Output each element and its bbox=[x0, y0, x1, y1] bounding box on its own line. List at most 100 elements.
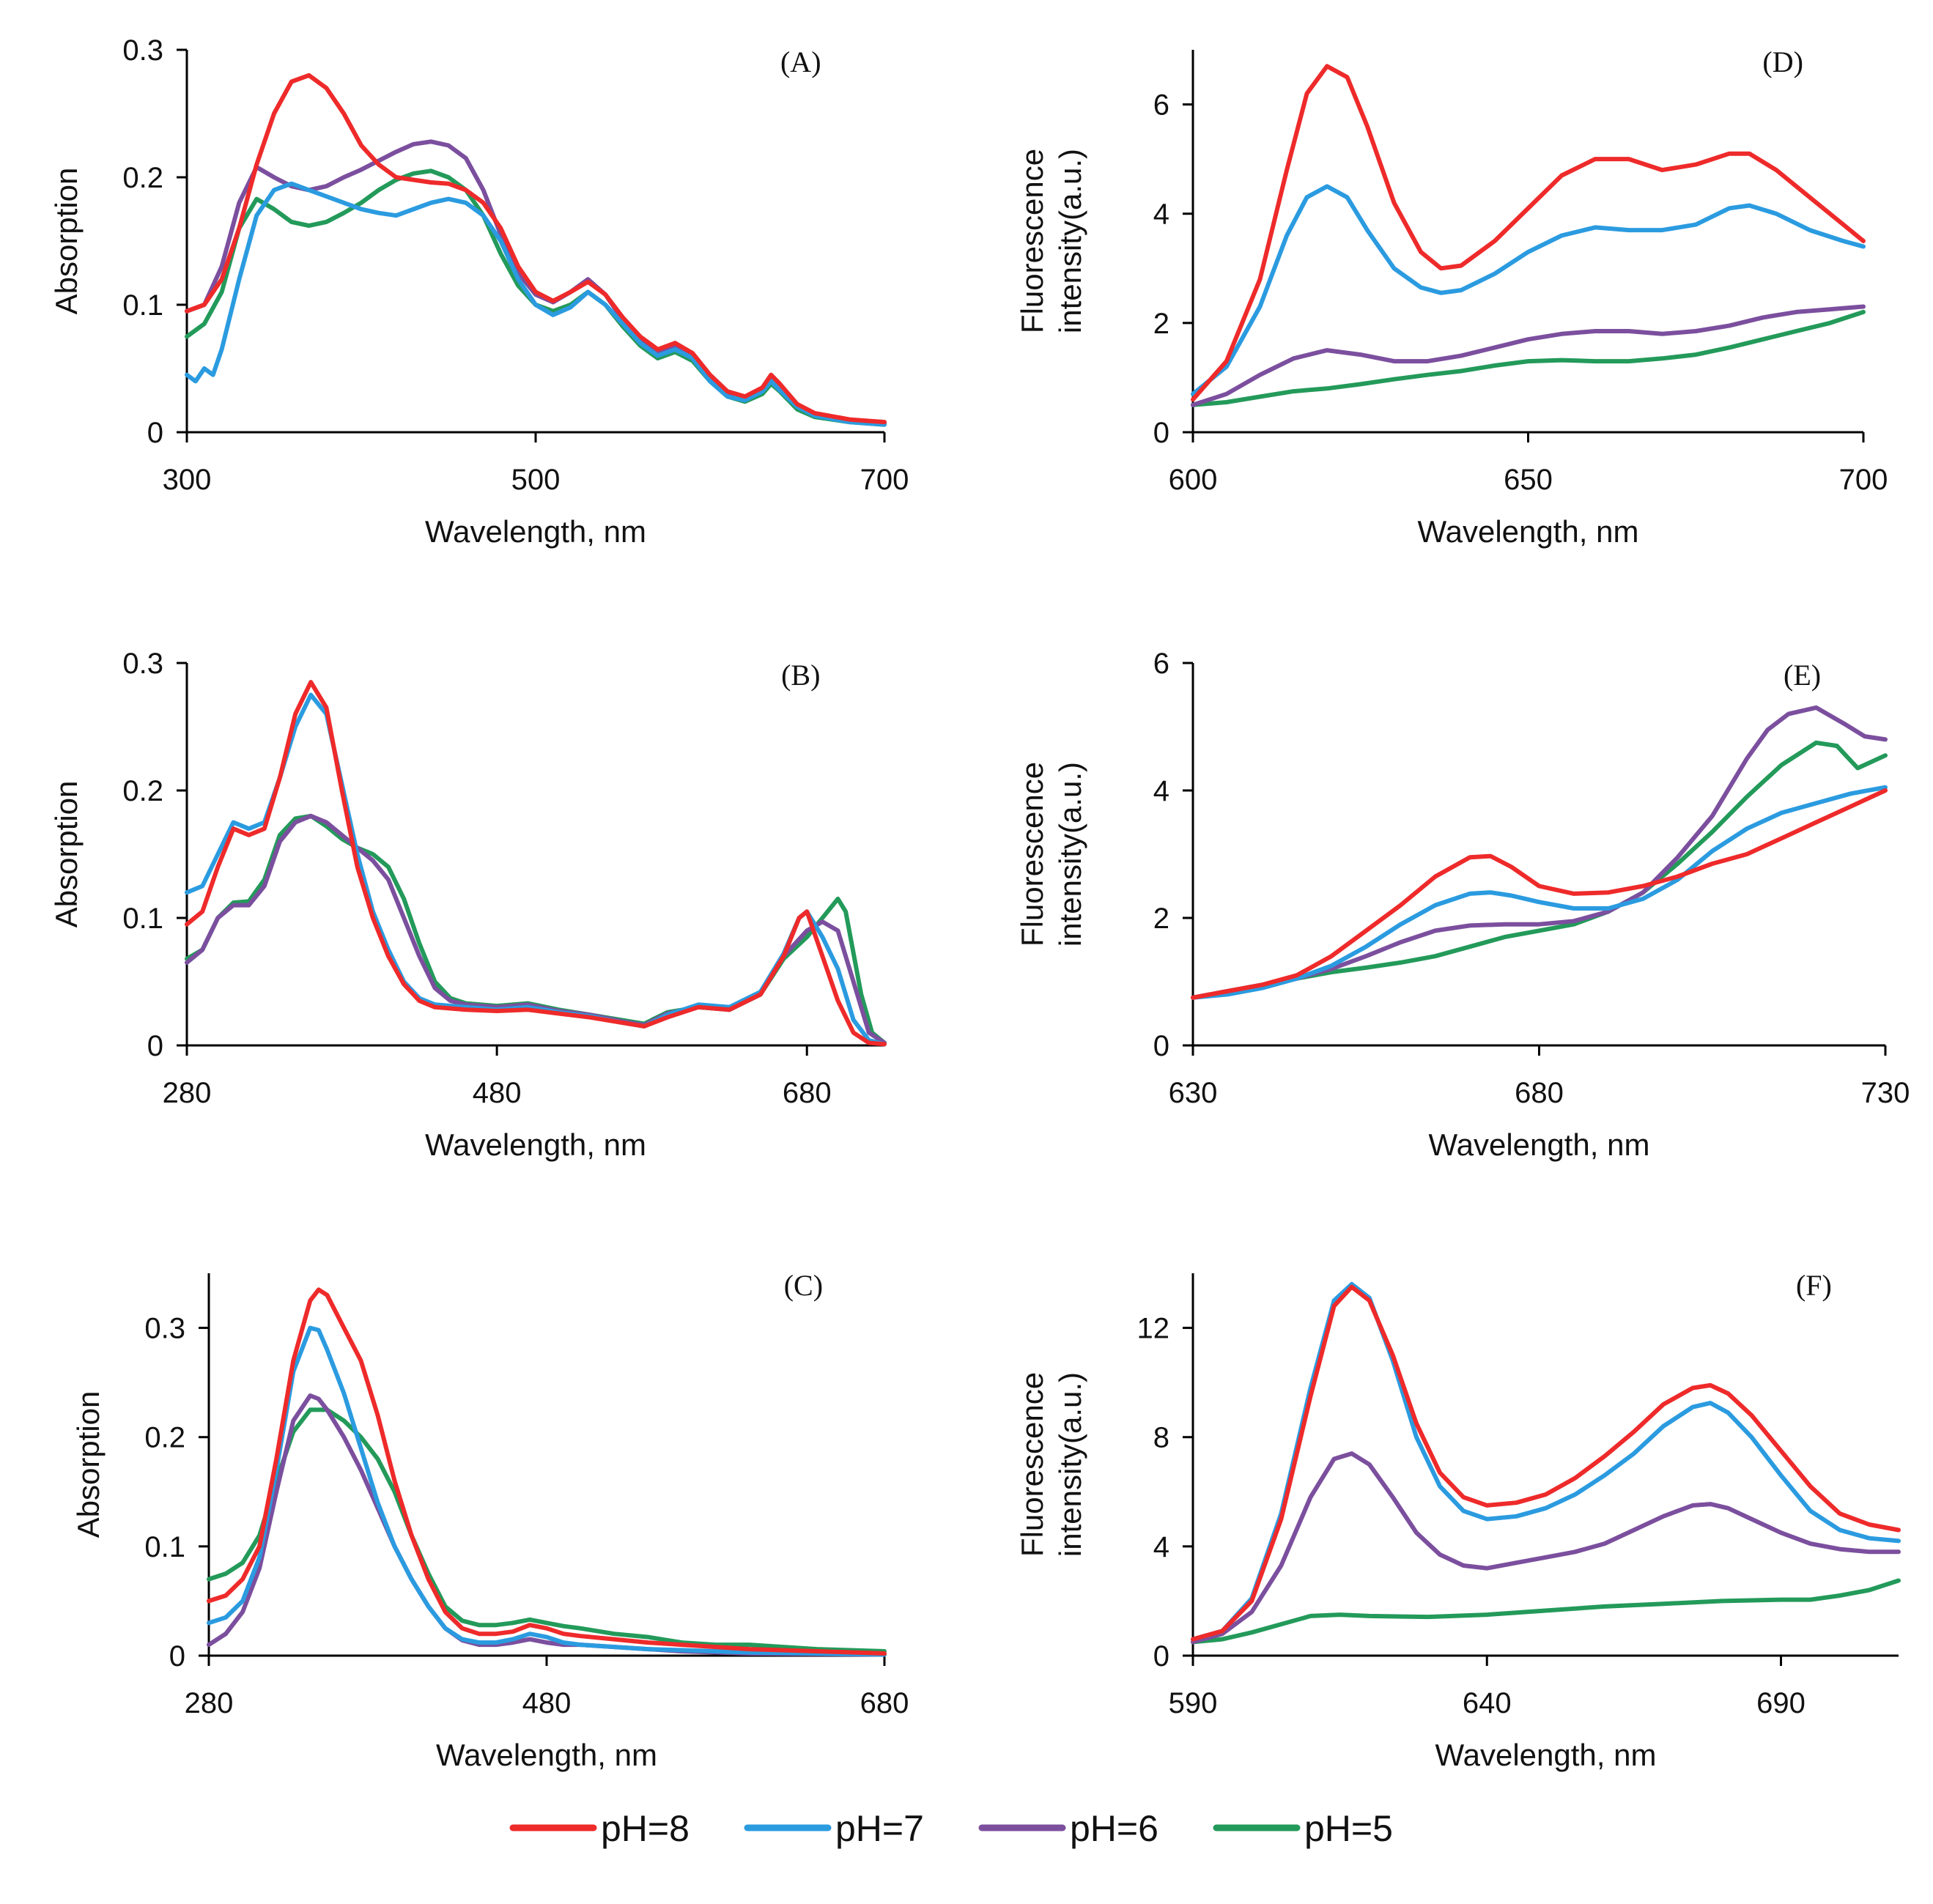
x-tick-label: 650 bbox=[1504, 464, 1553, 496]
x-tick-label: 630 bbox=[1169, 1077, 1218, 1109]
x-tick-label: 730 bbox=[1861, 1077, 1910, 1109]
x-tick-label: 700 bbox=[860, 464, 909, 496]
series-line-ph-6 bbox=[1191, 1451, 1901, 1645]
legend-item: pH=6 bbox=[978, 1808, 1158, 1849]
panel-label: (B) bbox=[781, 659, 820, 692]
panel-label: (F) bbox=[1796, 1269, 1832, 1302]
panel-label: (E) bbox=[1784, 659, 1821, 692]
series-line-ph-8 bbox=[1191, 64, 1866, 402]
y-axis-title: Absorption bbox=[49, 781, 84, 928]
x-tick-label: 280 bbox=[163, 1077, 212, 1109]
x-axis-title: Wavelength, nm bbox=[1418, 514, 1639, 549]
x-axis-title: Wavelength, nm bbox=[1435, 1738, 1657, 1772]
y-axis-title: Fluorescence intensity(a.u.) bbox=[1015, 149, 1087, 333]
series-line-ph-7 bbox=[185, 181, 887, 427]
y-tick-label: 4 bbox=[1153, 199, 1169, 231]
y-axis-title-line: intensity(a.u.) bbox=[1053, 762, 1087, 947]
y-tick-label: 0.3 bbox=[122, 34, 163, 67]
y-tick-label: 6 bbox=[1153, 648, 1169, 680]
y-axis-title: Fluorescence intensity(a.u.) bbox=[1015, 762, 1087, 947]
y-tick-label: 0.1 bbox=[122, 289, 163, 322]
plot-area: 0 0.1 0.2 0.3 280 480 680 bbox=[122, 648, 887, 1109]
series-line-ph-8 bbox=[185, 73, 887, 425]
y-axis-title-line: Absorption bbox=[71, 1391, 106, 1538]
x-tick-label: 300 bbox=[163, 464, 212, 496]
x-tick-label: 690 bbox=[1756, 1687, 1806, 1719]
plot-area: 0 4 8 12 590 640 690 bbox=[1137, 1273, 1901, 1719]
x-tick-label: 480 bbox=[522, 1687, 572, 1719]
x-tick-label: 590 bbox=[1169, 1687, 1218, 1719]
panel-c: (C) Absorption Wavelength, nm 0 0.1 0.2 0.3… bbox=[71, 1269, 909, 1772]
legend-label: pH=5 bbox=[1304, 1808, 1393, 1849]
y-tick-label: 0.1 bbox=[122, 903, 163, 935]
series-line-ph-8 bbox=[185, 680, 887, 1047]
y-tick-label: 0.1 bbox=[144, 1531, 185, 1563]
y-axis-title-line: intensity(a.u.) bbox=[1053, 149, 1087, 333]
y-axis-title: Absorption bbox=[71, 1391, 106, 1538]
y-tick-label: 0 bbox=[1153, 417, 1169, 449]
legend-label: pH=8 bbox=[601, 1808, 690, 1849]
series-line-ph-8 bbox=[1191, 788, 1888, 1000]
y-tick-label: 0.3 bbox=[144, 1313, 185, 1345]
panel-e: (E) Fluorescence intensity(a.u.) Wavelen… bbox=[1015, 648, 1910, 1162]
y-axis-title-line: intensity(a.u.) bbox=[1053, 1372, 1087, 1557]
y-axis-title-line: Fluorescence bbox=[1015, 1372, 1049, 1557]
y-tick-label: 0 bbox=[169, 1640, 185, 1673]
y-tick-label: 0 bbox=[1153, 1030, 1169, 1062]
legend-label: pH=7 bbox=[835, 1808, 924, 1849]
y-axis-title: Absorption bbox=[49, 168, 84, 315]
y-tick-label: 4 bbox=[1153, 775, 1169, 807]
y-axis-title-line: Absorption bbox=[49, 781, 84, 928]
x-tick-label: 500 bbox=[511, 464, 561, 496]
y-tick-label: 8 bbox=[1153, 1422, 1169, 1454]
y-tick-label: 0 bbox=[147, 417, 163, 449]
y-axis-title-line: Fluorescence bbox=[1015, 149, 1049, 333]
x-tick-label: 600 bbox=[1169, 464, 1218, 496]
y-tick-label: 6 bbox=[1153, 89, 1169, 122]
panel-label: (A) bbox=[780, 45, 821, 78]
panel-label: (C) bbox=[784, 1269, 823, 1302]
x-axis-title: Wavelength, nm bbox=[425, 1127, 646, 1162]
x-tick-label: 640 bbox=[1463, 1687, 1512, 1719]
series-line-ph-6 bbox=[1191, 304, 1866, 407]
legend-item: pH=5 bbox=[1213, 1808, 1393, 1849]
series-line-ph-7 bbox=[1191, 785, 1888, 1000]
y-tick-label: 2 bbox=[1153, 903, 1169, 935]
y-axis-title-line: Absorption bbox=[49, 168, 84, 315]
plot-area: 0 2 4 6 630 680 730 bbox=[1153, 648, 1910, 1109]
plot-area: 0 0.1 0.2 0.3 300 500 700 bbox=[122, 34, 909, 496]
y-tick-label: 0 bbox=[1153, 1640, 1169, 1673]
plot-area: 0 0.1 0.2 0.3 280 480 680 bbox=[144, 1273, 909, 1719]
panel-d: (D) Fluorescence intensity(a.u.) Wavelen… bbox=[1015, 45, 1888, 549]
series-line-ph-7 bbox=[1191, 184, 1866, 396]
y-tick-label: 0.2 bbox=[144, 1422, 185, 1454]
panel-label: (D) bbox=[1762, 45, 1803, 78]
x-tick-label: 680 bbox=[1515, 1077, 1564, 1109]
legend: pH=8 pH=7 pH=6 pH=5 bbox=[509, 1808, 1393, 1849]
y-axis-title-line: Fluorescence bbox=[1015, 762, 1049, 947]
y-tick-label: 4 bbox=[1153, 1531, 1169, 1563]
plot-area: 0 2 4 6 600 650 700 bbox=[1153, 50, 1888, 496]
y-tick-label: 0 bbox=[147, 1030, 163, 1062]
y-tick-label: 0.2 bbox=[122, 162, 163, 194]
panel-b: (B) Absorption Wavelength, nm 0 0.1 0.2 0.3… bbox=[49, 648, 887, 1162]
x-tick-label: 480 bbox=[473, 1077, 522, 1109]
legend-item: pH=7 bbox=[744, 1808, 924, 1849]
x-axis-title: Wavelength, nm bbox=[1429, 1127, 1650, 1162]
x-tick-label: 680 bbox=[783, 1077, 832, 1109]
legend-label: pH=6 bbox=[1070, 1808, 1158, 1849]
x-tick-label: 680 bbox=[860, 1687, 909, 1719]
series-line-ph-8 bbox=[1191, 1284, 1901, 1642]
y-tick-label: 0.3 bbox=[122, 648, 163, 680]
x-axis-title: Wavelength, nm bbox=[436, 1738, 657, 1772]
legend-item: pH=8 bbox=[509, 1808, 690, 1849]
x-tick-label: 700 bbox=[1839, 464, 1888, 496]
y-tick-label: 12 bbox=[1137, 1313, 1170, 1345]
y-tick-label: 0.2 bbox=[122, 775, 163, 807]
series-line-ph-5 bbox=[1191, 309, 1866, 407]
panel-f: (F) Fluorescence intensity(a.u.) Wavelen… bbox=[1015, 1269, 1901, 1772]
series-line-ph-5 bbox=[1191, 1578, 1901, 1645]
x-tick-label: 280 bbox=[185, 1687, 234, 1719]
panel-a: (A) Absorption Wavelength, nm 0 0.1 0.2 0.3… bbox=[49, 34, 909, 549]
